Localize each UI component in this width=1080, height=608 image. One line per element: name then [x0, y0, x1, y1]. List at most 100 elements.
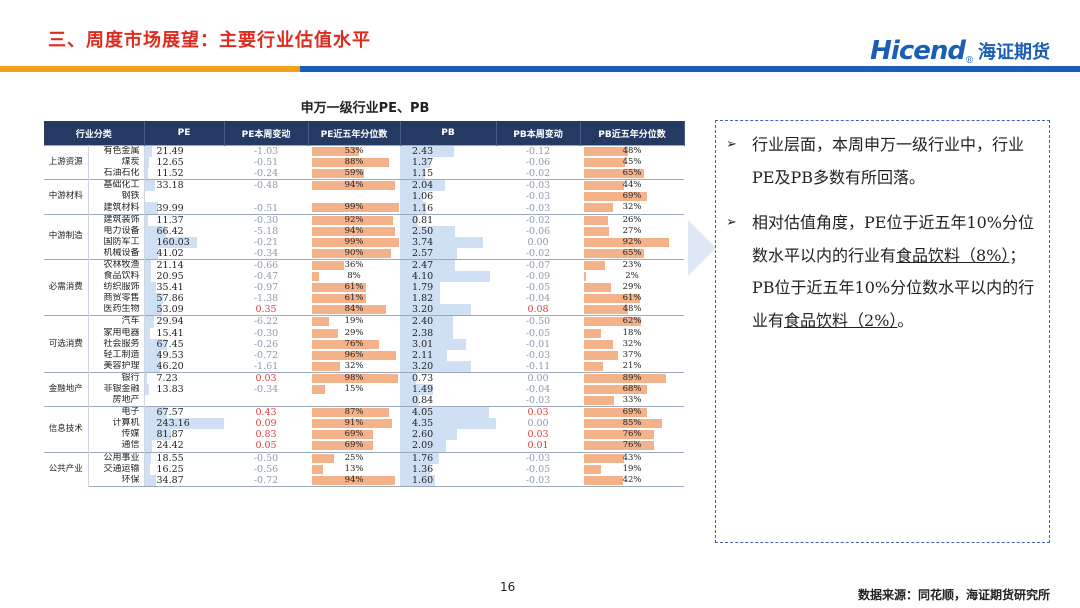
pe-change — [224, 395, 308, 407]
pb-percentile-text: 32% — [622, 338, 642, 349]
group-label: 可选消费 — [44, 315, 89, 373]
pe-change: -0.51 — [253, 202, 279, 214]
pe-percentile-text: 69% — [344, 440, 364, 451]
pb-value-text: 3.20 — [412, 360, 434, 372]
pb-data-bar — [400, 236, 483, 248]
pe-percentile-bar — [312, 475, 395, 485]
pb-percentile: 32% — [580, 339, 684, 350]
pe-value: 57.86 — [144, 293, 224, 305]
pe-value-text: 39.99 — [156, 202, 184, 214]
pe-percentile-bar — [312, 158, 390, 168]
pb-percentile-bar — [584, 158, 626, 168]
pb-change: -0.02 — [496, 213, 581, 226]
pe-data-bar — [144, 383, 150, 396]
pb-percentile-bar — [584, 305, 629, 315]
pb-data-bar — [400, 395, 419, 407]
pb-change: -0.07 — [496, 258, 581, 272]
pb-change: 0.01 — [527, 440, 549, 452]
arrow-bullet-icon: ➢ — [726, 137, 737, 152]
pe-data-bar — [144, 327, 150, 339]
group-label: 中游制造 — [44, 213, 89, 260]
table-row: 交通运输 16.25 -0.56 13% 1.36 -0.05 19% — [44, 463, 684, 475]
industry-name: 建筑材料 — [88, 202, 145, 215]
pe-data-bar — [144, 146, 152, 158]
table-row: 电力设备 66.42 -5.18 94% 2.50 -0.06 27% — [44, 225, 684, 237]
pb-percentile-bar — [584, 226, 609, 236]
pe-percentile-text: 76% — [344, 338, 364, 349]
pe-percentile — [308, 191, 400, 202]
pb-change: -0.12 — [496, 145, 581, 158]
pe-value: 20.95 — [144, 271, 224, 283]
pb-data-bar — [400, 157, 431, 169]
pb-percentile-text: 45% — [622, 157, 642, 168]
pe-data-bar — [144, 247, 158, 259]
pe-value-text: 67.57 — [156, 407, 184, 419]
table-row: 国防军工 160.03 -0.21 99% 3.74 0.00 92% — [44, 236, 684, 248]
pb-change: 0.00 — [496, 371, 581, 384]
pb-change: -0.05 — [525, 327, 551, 339]
pe-percentile: 13% — [308, 464, 400, 475]
pe-value: 67.45 — [144, 338, 224, 350]
pb-percentile-text: 85% — [622, 418, 642, 429]
industry-name: 国防军工 — [88, 236, 145, 248]
pe-percentile-bar — [312, 419, 393, 429]
pe-value: 7.23 — [144, 371, 225, 384]
table-row: 社会服务 67.45 -0.26 76% 3.01 -0.01 32% — [44, 338, 684, 350]
pb-data-bar — [400, 202, 426, 214]
industry-name: 美容护理 — [88, 360, 145, 373]
pb-value-text: 3.74 — [412, 236, 434, 248]
pb-percentile-text: 69% — [622, 191, 642, 202]
pe-value: 49.53 — [144, 349, 224, 361]
pb-value: 2.11 — [400, 349, 496, 361]
pb-percentile-text: 44% — [622, 180, 642, 191]
group-label: 上游资源 — [44, 144, 89, 180]
pe-change: 0.05 — [255, 440, 277, 452]
bullet-2-part-b: ；PB位于近五年10%分位数水平以内的行业有 — [752, 245, 1035, 330]
pe-percentile-bar — [312, 328, 338, 338]
pe-change: -0.30 — [224, 213, 309, 226]
pe-percentile-bar — [312, 248, 392, 258]
pe-percentile: 8% — [308, 271, 400, 282]
pe-percentile-text: 61% — [344, 293, 364, 304]
pe-value-text: 11.52 — [156, 168, 184, 180]
pe-value: 33.18 — [144, 179, 225, 192]
industry-name: 建筑装饰 — [88, 213, 145, 226]
pe-data-bar — [144, 373, 147, 384]
pe-data-bar — [144, 349, 161, 361]
data-source: 数据来源：同花顺，海证期货研究所 — [857, 588, 1050, 602]
pe-change: -5.18 — [253, 225, 279, 237]
pe-change: 0.43 — [224, 406, 309, 419]
pb-percentile-text: 48% — [622, 146, 642, 156]
pe-percentile: 90% — [308, 248, 400, 260]
pe-value: 160.03 — [144, 236, 224, 248]
pb-change: -0.02 — [525, 247, 551, 259]
pe-change: -0.72 — [253, 349, 279, 361]
pe-percentile-text: 19% — [344, 316, 364, 327]
pe-value-text: 21.49 — [156, 146, 184, 158]
pb-percentile: 76% — [580, 429, 684, 440]
pe-percentile: 98% — [308, 371, 401, 384]
pe-change: 0.03 — [224, 371, 309, 384]
pb-percentile-text: 65% — [622, 247, 642, 258]
pb-value: 2.04 — [400, 179, 497, 192]
pe-data-bar — [144, 180, 156, 192]
pb-change: -0.03 — [496, 179, 581, 192]
pb-value: 1.79 — [400, 282, 496, 294]
col-header-pe-percentile: PE近五年分位数 — [308, 121, 401, 146]
pe-change: 0.83 — [255, 429, 277, 441]
pe-data-bar — [144, 418, 225, 430]
pb-change: 0.00 — [527, 236, 549, 248]
pb-percentile-text: 43% — [622, 452, 642, 463]
table-row: 中游材料 基础化工 33.18 -0.48 94% 2.04 -0.03 44% — [44, 179, 685, 215]
pe-value-text: 15.41 — [156, 327, 184, 339]
industry-name: 家用电器 — [88, 327, 145, 339]
pb-value: 1.16 — [400, 202, 496, 214]
callout-arrow — [688, 220, 716, 276]
pe-percentile: 99% — [308, 237, 400, 248]
pb-value-text: 2.40 — [412, 316, 434, 328]
pb-change: 0.08 — [527, 304, 549, 316]
pe-change: -1.03 — [224, 145, 309, 158]
table-row: 公共产业 公用事业 18.55 -0.50 25% 1.76 -0.03 43% — [44, 451, 685, 487]
pb-percentile-bar — [584, 441, 654, 451]
pb-data-bar — [400, 383, 433, 396]
